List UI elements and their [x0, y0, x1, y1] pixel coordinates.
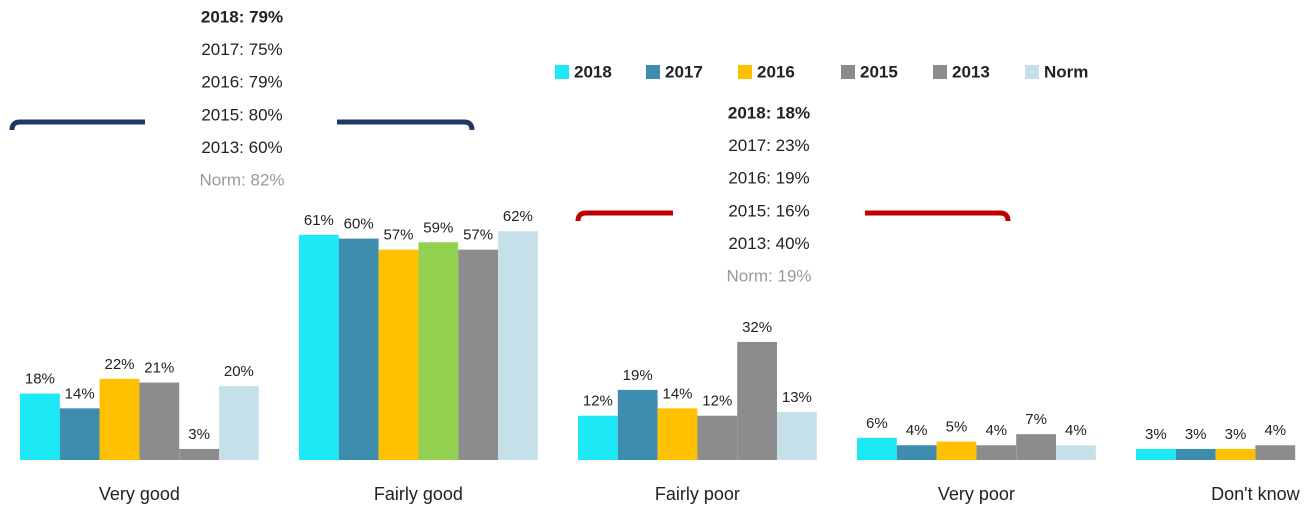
- bar: [1255, 445, 1296, 460]
- bar: [20, 393, 60, 460]
- data-label: 62%: [503, 208, 533, 225]
- bracket: [865, 210, 1011, 222]
- data-label: 3%: [1145, 426, 1167, 443]
- bar: [657, 408, 698, 460]
- bar: [418, 242, 459, 460]
- bar: [1215, 448, 1256, 460]
- bar: [617, 389, 658, 460]
- data-label: 57%: [383, 227, 413, 244]
- data-label: 6%: [866, 415, 888, 432]
- annotation-line: 2017: 23%: [728, 136, 809, 155]
- data-label: 59%: [423, 219, 453, 236]
- x-tick-label: Fairly good: [374, 484, 463, 504]
- legend-swatch: [841, 65, 855, 79]
- bar: [1136, 448, 1176, 460]
- annotation-line: 2016: 79%: [201, 73, 282, 92]
- data-label: 57%: [463, 227, 493, 244]
- annotation-line: 2018: 18%: [728, 103, 810, 122]
- data-label: 7%: [1025, 411, 1047, 428]
- bar: [99, 378, 140, 460]
- annotation-line: 2015: 80%: [201, 105, 282, 124]
- legend-swatch: [646, 65, 660, 79]
- legend-swatch: [933, 65, 947, 79]
- legend-label: Norm: [1044, 62, 1088, 81]
- bar: [338, 238, 379, 460]
- bar: [697, 415, 738, 460]
- bar: [498, 231, 538, 460]
- bracket: [337, 119, 475, 131]
- x-tick-label: Fairly poor: [655, 484, 740, 504]
- data-label: 3%: [1185, 426, 1207, 443]
- bar: [737, 341, 777, 460]
- legend-label: 2018: [574, 62, 612, 81]
- bar: [179, 448, 219, 460]
- data-label: 19%: [623, 367, 653, 384]
- data-label: 12%: [702, 393, 732, 410]
- legend-label: 2016: [757, 62, 795, 81]
- legend-label: 2015: [860, 62, 898, 81]
- annotation-line: Norm: 19%: [726, 266, 811, 285]
- bracket: [575, 210, 673, 222]
- x-tick-label: Very good: [99, 484, 180, 504]
- bar: [976, 445, 1017, 460]
- data-label: 12%: [583, 393, 613, 410]
- annotation-line: 2015: 16%: [728, 201, 809, 220]
- annotation-line: 2017: 75%: [201, 40, 282, 59]
- data-label: 32%: [742, 319, 772, 336]
- x-tick-label: Very poor: [938, 484, 1015, 504]
- bar: [139, 382, 180, 460]
- bar: [1056, 445, 1096, 460]
- legend-swatch: [1025, 65, 1039, 79]
- data-label: 3%: [1225, 426, 1247, 443]
- bar: [857, 437, 897, 460]
- annotation-line: 2013: 60%: [201, 138, 282, 157]
- data-label: 60%: [344, 216, 374, 233]
- legend-swatch: [738, 65, 752, 79]
- bar: [1175, 448, 1216, 460]
- x-tick-label: Don't know: [1211, 484, 1300, 504]
- bar: [1016, 434, 1056, 460]
- bar: [299, 234, 339, 460]
- annotation-line: Norm: 82%: [199, 170, 284, 189]
- data-label: 18%: [25, 371, 55, 388]
- data-label: 4%: [985, 422, 1007, 439]
- data-label: 4%: [1264, 422, 1286, 439]
- bar: [458, 249, 498, 460]
- bar: [777, 412, 817, 460]
- data-label: 4%: [906, 422, 928, 439]
- data-label: 5%: [946, 419, 968, 436]
- bar: [578, 415, 618, 460]
- legend-swatch: [555, 65, 569, 79]
- data-label: 13%: [782, 389, 812, 406]
- data-label: 22%: [104, 356, 134, 373]
- bar: [59, 408, 100, 460]
- annotation-line: 2018: 79%: [201, 7, 283, 26]
- annotation-line: 2016: 19%: [728, 169, 809, 188]
- data-label: 14%: [65, 385, 95, 402]
- data-label: 21%: [144, 359, 174, 376]
- bar: [936, 441, 977, 460]
- bracket: [9, 119, 145, 131]
- data-label: 61%: [304, 212, 334, 229]
- data-label: 4%: [1065, 422, 1087, 439]
- bar: [896, 445, 937, 460]
- legend-label: 2017: [665, 62, 703, 81]
- legend-label: 2013: [952, 62, 990, 81]
- bar: [378, 249, 419, 460]
- data-label: 3%: [188, 426, 210, 443]
- annotation-line: 2013: 40%: [728, 234, 809, 253]
- data-label: 20%: [224, 363, 254, 380]
- data-label: 14%: [662, 385, 692, 402]
- bar: [219, 386, 259, 460]
